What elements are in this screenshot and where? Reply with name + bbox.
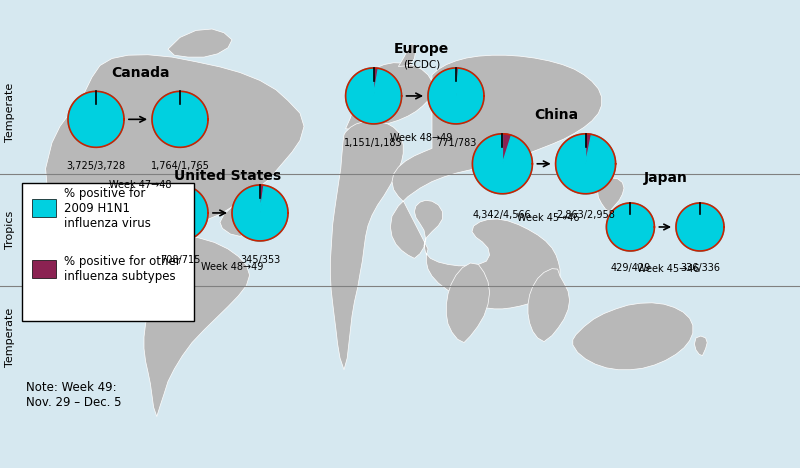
Text: (ECDC): (ECDC)	[403, 59, 440, 70]
Polygon shape	[556, 134, 615, 194]
Polygon shape	[180, 185, 182, 213]
Polygon shape	[676, 203, 724, 251]
Polygon shape	[152, 185, 208, 241]
Text: Europe: Europe	[394, 42, 450, 56]
FancyBboxPatch shape	[22, 183, 194, 321]
Text: Japan: Japan	[644, 171, 687, 185]
Polygon shape	[606, 203, 654, 251]
Text: 345/353: 345/353	[240, 255, 280, 265]
Text: 3,725/3,728: 3,725/3,728	[66, 161, 126, 171]
Text: Note: Week 49:
Nov. 29 – Dec. 5: Note: Week 49: Nov. 29 – Dec. 5	[26, 381, 122, 410]
Text: Week 45→46: Week 45→46	[517, 213, 579, 223]
Text: % positive for other
influenza subtypes: % positive for other influenza subtypes	[64, 255, 181, 283]
Text: Tropics: Tropics	[5, 211, 14, 249]
Bar	[32, 199, 56, 217]
Text: China: China	[534, 108, 578, 122]
Text: Week 47→48: Week 47→48	[109, 180, 171, 190]
Text: United States: United States	[174, 168, 282, 183]
Polygon shape	[374, 68, 378, 96]
Polygon shape	[473, 134, 532, 194]
Text: 4,342/4,566: 4,342/4,566	[473, 210, 532, 220]
Text: Canada: Canada	[110, 66, 170, 80]
Text: 1,151/1,183: 1,151/1,183	[344, 138, 403, 148]
Text: 771/783: 771/783	[436, 138, 476, 148]
Text: 429/429: 429/429	[610, 263, 650, 273]
Text: 1,764/1,765: 1,764/1,765	[150, 161, 210, 171]
Polygon shape	[260, 185, 264, 213]
Text: Week 48→49: Week 48→49	[201, 262, 263, 272]
Polygon shape	[68, 91, 124, 147]
Text: 708/715: 708/715	[160, 255, 200, 265]
Text: 2,863/2,958: 2,863/2,958	[556, 210, 615, 220]
Text: Temperate: Temperate	[5, 83, 14, 142]
Polygon shape	[428, 68, 484, 124]
Text: Temperate: Temperate	[5, 307, 14, 366]
Polygon shape	[346, 68, 402, 124]
Text: Week 48→49: Week 48→49	[390, 133, 453, 143]
Polygon shape	[586, 134, 591, 164]
Bar	[32, 260, 56, 278]
Polygon shape	[502, 134, 511, 164]
Polygon shape	[152, 91, 208, 147]
Text: Week 45→46: Week 45→46	[637, 264, 699, 274]
Polygon shape	[232, 185, 288, 241]
Text: 336/336: 336/336	[680, 263, 720, 273]
Polygon shape	[456, 68, 458, 96]
Text: % positive for
2009 H1N1
influenza virus: % positive for 2009 H1N1 influenza virus	[64, 187, 151, 230]
